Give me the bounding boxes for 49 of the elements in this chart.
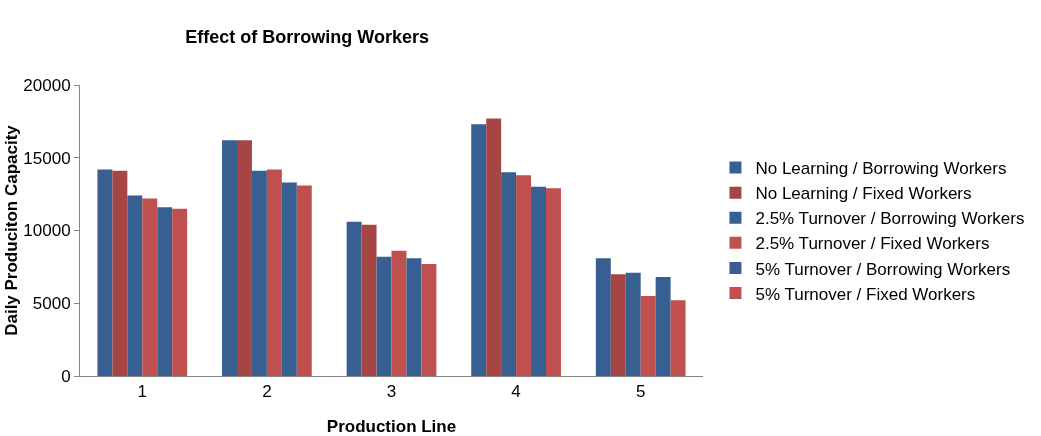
bar xyxy=(237,140,252,376)
legend-label: 2.5% Turnover / Borrowing Workers xyxy=(755,209,1025,229)
y-tick-label: 0 xyxy=(61,366,71,386)
legend-label: No Learning / Borrowing Workers xyxy=(755,159,1007,179)
x-tick-label: 3 xyxy=(386,382,397,402)
bar xyxy=(346,221,362,376)
bar xyxy=(516,175,532,376)
bar xyxy=(142,198,158,376)
bar xyxy=(391,250,407,376)
bar xyxy=(266,169,282,376)
bar xyxy=(127,195,143,376)
x-tick-label: 2 xyxy=(262,382,272,402)
bar xyxy=(172,208,188,376)
bar xyxy=(625,272,641,376)
bar xyxy=(97,169,113,376)
bar xyxy=(361,224,377,376)
bar xyxy=(376,256,392,376)
bar xyxy=(655,277,671,376)
bar xyxy=(486,118,502,376)
bar xyxy=(531,186,546,376)
legend-label: 5% Turnover / Borrowing Workers xyxy=(755,259,1011,279)
y-tick-label: 5000 xyxy=(32,294,71,314)
bar xyxy=(610,274,626,376)
bar xyxy=(251,170,267,376)
bar xyxy=(157,207,173,376)
x-tick-label: 1 xyxy=(137,382,148,402)
x-axis-title: Production Line xyxy=(326,417,457,436)
bar xyxy=(421,263,437,376)
bar xyxy=(222,140,237,376)
bar xyxy=(546,188,561,376)
bar xyxy=(501,172,517,376)
bar xyxy=(640,295,656,376)
y-tick-label: 10000 xyxy=(23,221,71,241)
bar xyxy=(471,124,487,376)
bar xyxy=(406,258,422,376)
legend-label: 2.5% Turnover / Fixed Workers xyxy=(755,234,990,254)
bar xyxy=(281,182,297,376)
x-tick-label: 5 xyxy=(635,382,646,402)
legend-label: No Learning / Fixed Workers xyxy=(755,184,972,204)
bar xyxy=(296,185,312,376)
legend-label: 5% Turnover / Fixed Workers xyxy=(755,284,976,304)
chart-title: Effect of Borrowing Workers xyxy=(185,27,429,48)
bar xyxy=(595,258,611,376)
x-tick-label: 4 xyxy=(511,382,521,402)
y-axis-title: Daily Produciton Capacity xyxy=(2,124,22,336)
y-tick-label: 15000 xyxy=(23,148,71,168)
y-tick-label: 20000 xyxy=(23,75,71,95)
bar xyxy=(112,170,128,376)
bar xyxy=(670,300,686,376)
